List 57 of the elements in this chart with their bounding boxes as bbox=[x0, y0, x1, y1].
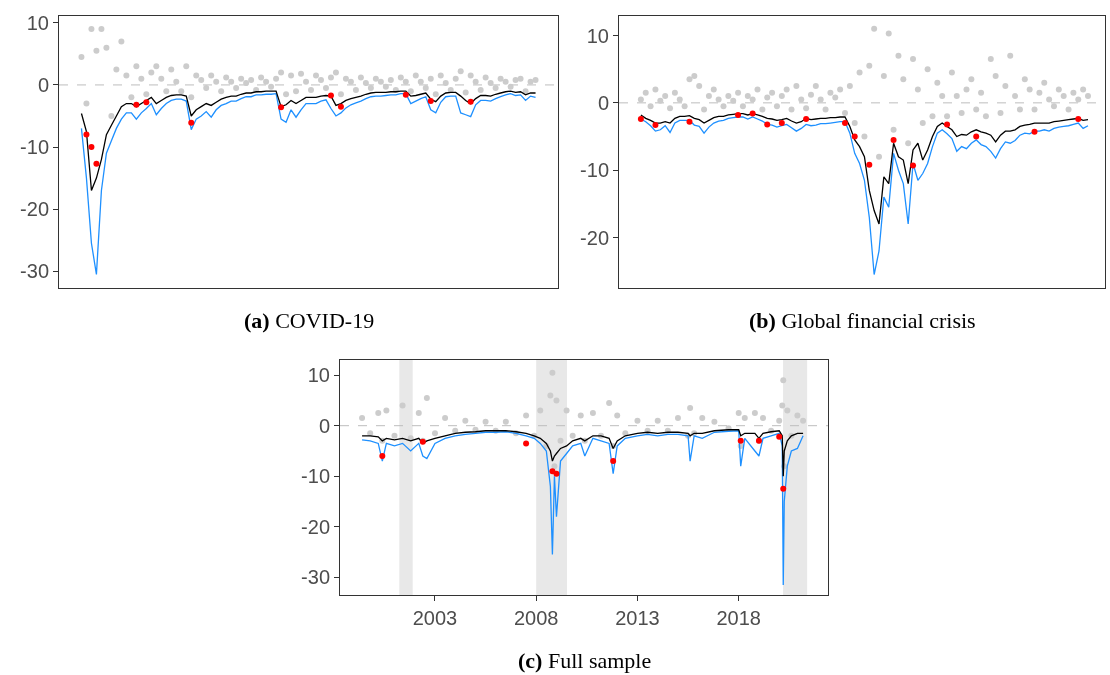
point bbox=[553, 470, 560, 477]
point bbox=[1031, 128, 1038, 135]
y-tick-label: -10 bbox=[580, 159, 609, 182]
y-tick-label: -10 bbox=[20, 136, 49, 159]
point bbox=[523, 440, 530, 447]
text: (a) COVID-19 bbox=[244, 308, 375, 333]
point bbox=[133, 101, 140, 108]
point bbox=[610, 458, 617, 465]
point bbox=[778, 120, 785, 127]
point bbox=[1075, 116, 1082, 123]
point bbox=[143, 99, 150, 106]
point bbox=[379, 453, 386, 460]
x-tick-label: 2018 bbox=[716, 607, 761, 629]
point bbox=[973, 133, 980, 140]
point bbox=[278, 104, 285, 111]
y-tick-label: 10 bbox=[26, 11, 49, 34]
y-tick-label: 0 bbox=[37, 73, 49, 96]
point bbox=[764, 121, 771, 128]
text: (b) Global financial crisis bbox=[749, 308, 976, 333]
point bbox=[890, 136, 897, 143]
y-tick-label: 0 bbox=[318, 414, 330, 437]
point bbox=[83, 131, 90, 138]
y-tick-label: 0 bbox=[597, 91, 609, 114]
point bbox=[776, 433, 783, 440]
point bbox=[467, 98, 474, 105]
text: (c) Full sample bbox=[518, 648, 652, 673]
point bbox=[327, 92, 334, 99]
x-tick-label: 2003 bbox=[412, 607, 458, 629]
point bbox=[686, 118, 693, 125]
point bbox=[735, 111, 742, 118]
point bbox=[910, 162, 917, 169]
point bbox=[652, 122, 659, 129]
x-tick-label: 2008 bbox=[513, 607, 559, 629]
x-tick-label: 2013 bbox=[615, 607, 660, 629]
point bbox=[866, 161, 873, 168]
point bbox=[944, 121, 951, 128]
point bbox=[88, 144, 95, 151]
point bbox=[803, 116, 810, 123]
y-tick-label: -20 bbox=[301, 515, 330, 538]
point bbox=[749, 110, 756, 117]
point bbox=[188, 119, 195, 126]
point bbox=[337, 103, 344, 110]
point bbox=[427, 98, 434, 105]
y-tick-label: -20 bbox=[20, 198, 49, 221]
y-tick-label: -30 bbox=[20, 260, 49, 283]
point bbox=[637, 116, 644, 123]
point bbox=[851, 133, 858, 140]
point bbox=[737, 437, 744, 444]
y-tick-label: 10 bbox=[307, 364, 330, 387]
y-tick-label: -20 bbox=[580, 226, 609, 249]
point bbox=[402, 91, 409, 98]
point bbox=[780, 485, 787, 492]
y-tick-label: -10 bbox=[301, 465, 330, 488]
y-tick-label: -30 bbox=[301, 566, 330, 589]
point bbox=[93, 160, 100, 167]
point bbox=[841, 120, 848, 127]
y-tick-label: 10 bbox=[586, 24, 609, 47]
